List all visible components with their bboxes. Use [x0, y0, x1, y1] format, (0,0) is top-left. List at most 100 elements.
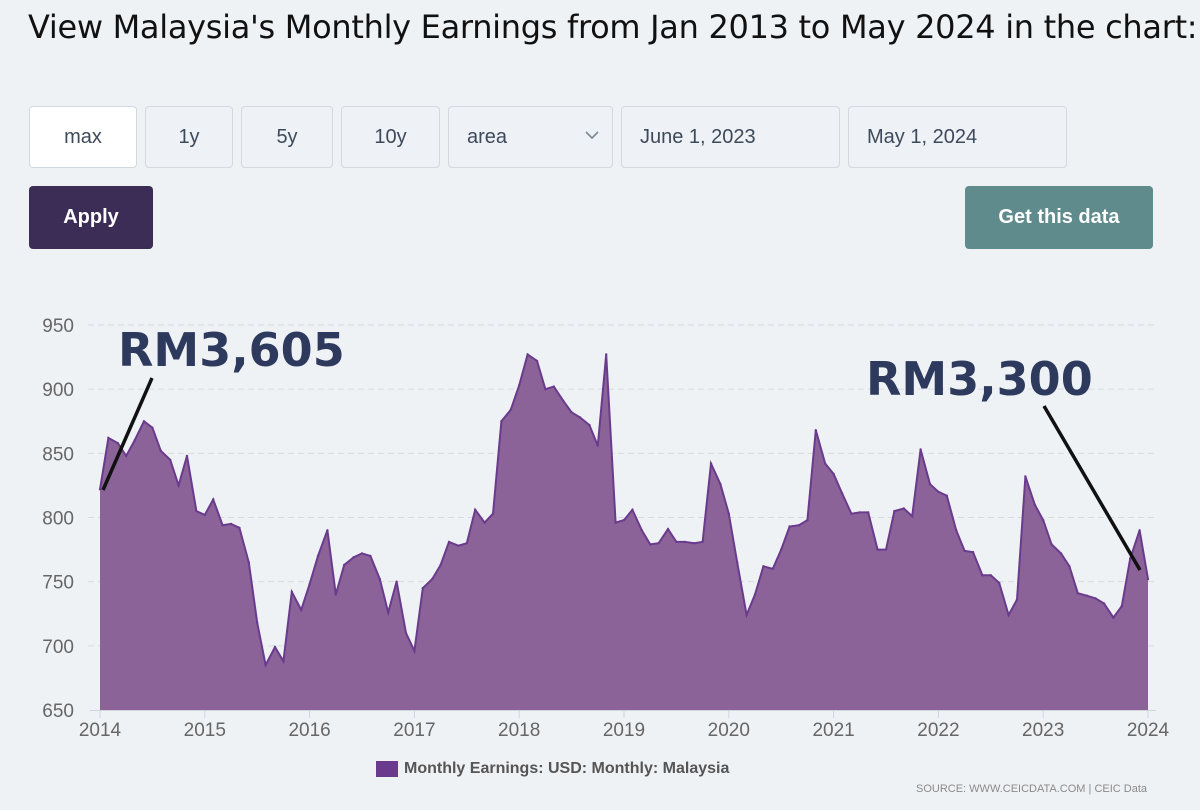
- data-point: [884, 548, 888, 551]
- end-date-input[interactable]: May 1, 2024: [848, 106, 1067, 168]
- x-tick-label: 2014: [79, 720, 122, 740]
- data-point: [98, 488, 102, 491]
- data-point: [1076, 592, 1080, 595]
- x-tick-label: 2015: [184, 720, 226, 740]
- start-date-input[interactable]: June 1, 2023: [621, 106, 840, 168]
- data-point: [151, 426, 154, 429]
- data-point: [300, 608, 303, 612]
- data-point: [1112, 616, 1115, 619]
- data-point: [945, 494, 948, 497]
- data-point: [457, 544, 460, 547]
- chart-annotations: RM3,605 RM3,300: [101, 323, 1142, 571]
- data-point: [500, 420, 503, 423]
- data-point: [221, 524, 224, 527]
- data-point: [570, 411, 573, 414]
- data-point: [1042, 518, 1045, 522]
- data-point: [378, 577, 381, 581]
- x-tick-label: 2021: [812, 720, 854, 740]
- data-point: [876, 548, 879, 551]
- y-tick-label: 850: [42, 444, 74, 465]
- x-tick-label: 2017: [393, 720, 435, 740]
- data-point: [824, 462, 827, 465]
- data-point: [675, 540, 678, 544]
- x-tick-label: 2019: [603, 720, 645, 740]
- data-point: [360, 552, 364, 555]
- data-point: [902, 507, 905, 510]
- data-point: [780, 548, 783, 551]
- data-point: [509, 408, 512, 411]
- data-point: [1138, 529, 1141, 532]
- x-tick-label: 2020: [708, 720, 750, 740]
- range-button-10y[interactable]: 10y: [341, 106, 440, 168]
- x-tick-label: 2024: [1127, 720, 1170, 740]
- source-credit: SOURCE: WWW.CEICDATA.COM | CEIC Data: [916, 783, 1148, 795]
- data-point: [1146, 577, 1150, 581]
- data-point: [447, 540, 451, 544]
- data-point: [858, 511, 861, 514]
- data-point: [771, 567, 774, 570]
- data-point: [421, 586, 424, 590]
- data-point: [806, 518, 809, 522]
- data-point: [709, 462, 713, 465]
- data-point: [526, 353, 529, 356]
- data-point: [753, 593, 757, 596]
- data-point: [1015, 598, 1019, 601]
- data-point: [308, 583, 311, 586]
- data-point: [395, 580, 398, 583]
- data-point: [1024, 475, 1027, 478]
- chevron-down-icon: [585, 131, 599, 140]
- data-point: [631, 508, 634, 511]
- data-point: [369, 554, 372, 558]
- data-point: [264, 663, 267, 667]
- data-point: [719, 482, 722, 486]
- data-point: [745, 613, 748, 617]
- chart-type-select[interactable]: area: [448, 106, 613, 168]
- data-point: [840, 491, 844, 495]
- data-point: [814, 429, 817, 432]
- data-point: [649, 543, 652, 546]
- chart-legend[interactable]: Monthly Earnings: USD: Monthly: Malaysia: [376, 760, 729, 778]
- chart-area-series: [98, 352, 1150, 710]
- data-point: [1068, 565, 1071, 568]
- y-tick-label: 800: [42, 509, 74, 530]
- y-tick-label: 650: [42, 701, 74, 722]
- data-point: [483, 521, 486, 524]
- x-tick-label: 2016: [288, 720, 330, 740]
- y-axis-ticks: 650 700 750 800 850 900 950: [42, 316, 74, 722]
- annotation-start-pointer: [101, 377, 154, 491]
- data-point: [290, 590, 293, 594]
- data-point: [788, 525, 791, 528]
- range-button-1y[interactable]: 1y: [145, 106, 233, 168]
- data-point: [1086, 594, 1089, 597]
- data-point: [212, 498, 215, 501]
- chart-type-value: area: [467, 125, 508, 148]
- data-point: [229, 522, 233, 526]
- data-point: [334, 593, 337, 596]
- data-point: [1120, 604, 1124, 608]
- data-point: [614, 521, 617, 524]
- apply-button[interactable]: Apply: [29, 186, 153, 249]
- data-point: [666, 527, 670, 531]
- data-point: [185, 454, 189, 458]
- data-point: [552, 385, 555, 388]
- x-axis-ticks: 2014 2015 2016 2017 2018 2019 2020 2021 2022 2023…: [79, 710, 1170, 740]
- y-tick-label: 900: [42, 380, 74, 401]
- x-tick-label: 2023: [1022, 720, 1064, 740]
- x-tick-label: 2018: [498, 720, 540, 740]
- annotation-start-value: RM3,605: [118, 323, 345, 377]
- range-button-5y[interactable]: 5y: [241, 106, 333, 168]
- range-button-max[interactable]: max: [29, 106, 137, 168]
- data-point: [247, 561, 250, 564]
- data-point: [989, 574, 992, 577]
- get-data-button[interactable]: Get this data: [965, 186, 1153, 249]
- data-point: [1033, 503, 1037, 506]
- legend-label: Monthly Earnings: USD: Monthly: Malaysia: [404, 760, 730, 777]
- data-point: [683, 540, 686, 544]
- legend-swatch: [376, 761, 398, 777]
- data-point: [640, 529, 643, 532]
- data-point: [622, 518, 626, 522]
- data-point: [195, 509, 198, 513]
- data-point: [605, 353, 608, 356]
- data-point: [474, 508, 477, 511]
